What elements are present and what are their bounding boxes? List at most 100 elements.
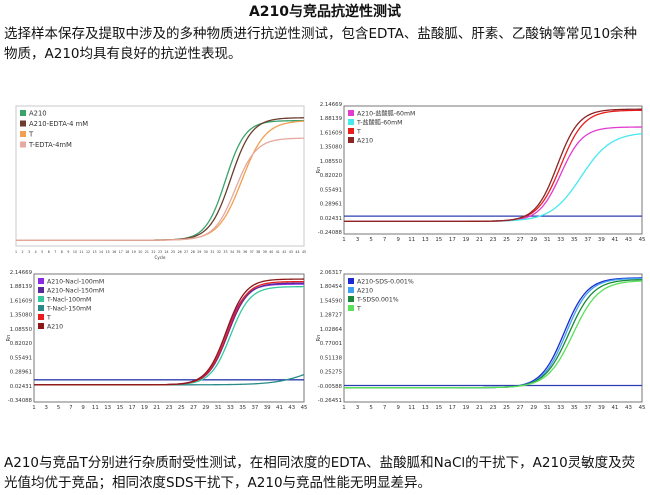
x-tick-label: 39 xyxy=(264,405,271,411)
x-tick-label: 5 xyxy=(57,405,60,411)
x-tick-label: 27 xyxy=(184,250,188,254)
x-tick-label: 38 xyxy=(256,250,260,254)
x-tick-label: 12 xyxy=(86,250,90,254)
x-tick-label: 31 xyxy=(210,250,214,254)
legend-label: A210-盐酸胍-60mM xyxy=(357,110,415,118)
x-tick-label: 17 xyxy=(449,405,456,411)
x-tick-label: 31 xyxy=(215,405,222,411)
legend-label: A210-EDTA-4 mM xyxy=(29,120,88,128)
plot-frame xyxy=(343,273,643,403)
series-line xyxy=(16,137,304,241)
x-tick-label: 23 xyxy=(158,250,162,254)
x-tick-label: 19 xyxy=(462,405,469,411)
x-tick-label: 29 xyxy=(530,405,537,411)
x-tick-label: 9 xyxy=(81,405,85,411)
x-tick-label: 43 xyxy=(288,405,295,411)
legend-label: T xyxy=(356,306,361,313)
x-tick-label: 11 xyxy=(92,405,99,411)
x-tick-label: 41 xyxy=(276,250,280,254)
x-tick-label: 37 xyxy=(250,250,254,254)
series-line xyxy=(344,280,642,389)
x-tick-label: 21 xyxy=(476,237,483,243)
x-tick-label: 15 xyxy=(106,250,110,254)
legend-label: T xyxy=(28,131,34,139)
y-axis-label: Rn xyxy=(316,167,322,174)
legend-label: A210 xyxy=(357,288,373,295)
x-tick-label: 13 xyxy=(104,405,111,411)
x-tick-label: 43 xyxy=(289,250,293,254)
x-tick-label: 14 xyxy=(99,250,103,254)
y-tick-label: 1.08550 xyxy=(320,159,343,165)
x-tick-label: 11 xyxy=(408,405,415,411)
legend-label: A210 xyxy=(357,138,373,145)
legend-swatch xyxy=(38,287,44,293)
x-tick-label: 45 xyxy=(639,405,646,411)
series-line xyxy=(34,278,304,386)
x-tick-label: 21 xyxy=(153,405,160,411)
x-tick-label: 19 xyxy=(132,250,136,254)
y-tick-label: 1.35080 xyxy=(320,145,343,151)
x-tick-label: 1 xyxy=(32,405,35,411)
x-tick-label: 8 xyxy=(61,250,63,254)
y-tick-label: 0.82020 xyxy=(10,341,33,347)
y-tick-label: 1.54590 xyxy=(320,298,343,304)
legend-label: T-Nacl-150mM xyxy=(46,306,91,313)
legend-swatch xyxy=(348,305,354,311)
series-line xyxy=(344,108,642,223)
x-tick-label: 7 xyxy=(69,405,72,411)
x-tick-label: 37 xyxy=(584,405,591,411)
y-tick-label: 1.80454 xyxy=(320,284,343,290)
x-tick-label: 41 xyxy=(276,405,283,411)
y-tick-label: 2.06317 xyxy=(320,270,342,276)
y-axis-label: Rn xyxy=(316,335,322,342)
legend-label: A210 xyxy=(29,110,47,118)
x-tick-label: 17 xyxy=(449,237,456,243)
x-tick-label: 37 xyxy=(251,405,258,411)
plot-frame xyxy=(33,273,305,403)
y-tick-label: 1.28727 xyxy=(320,313,342,319)
y-tick-label: 0.77001 xyxy=(320,341,342,347)
legend-swatch xyxy=(348,137,354,143)
x-tick-label: 9 xyxy=(67,250,69,254)
x-tick-label: 37 xyxy=(584,237,591,243)
legend-swatch xyxy=(38,296,44,302)
x-tick-label: 7 xyxy=(54,250,56,254)
x-tick-label: 36 xyxy=(243,250,247,254)
legend-swatch xyxy=(38,278,44,284)
legend-swatch xyxy=(20,110,26,116)
x-tick-label: 39 xyxy=(263,250,267,254)
x-tick-label: 21 xyxy=(476,405,483,411)
x-tick-label: 3 xyxy=(45,405,48,411)
x-tick-label: 7 xyxy=(383,405,386,411)
y-tick-label: 0.28961 xyxy=(10,370,32,376)
x-tick-label: 20 xyxy=(138,250,142,254)
x-tick-label: 5 xyxy=(369,405,372,411)
y-tick-label: 1.61609 xyxy=(10,298,33,304)
legend-label: T-盐酸胍-60mM xyxy=(356,119,402,127)
legend-label: A210-Nacl-100mM xyxy=(47,279,104,286)
legend-swatch xyxy=(20,131,26,137)
y-tick-label: -0.00588 xyxy=(318,384,343,390)
x-tick-label: 44 xyxy=(295,250,299,254)
chart-sds: -0.26451 -0.00588 0.25275 0.51138 0.77001 1.0… xyxy=(314,268,646,430)
y-tick-label: 0.02431 xyxy=(320,216,342,222)
y-tick-label: 0.51138 xyxy=(320,355,343,361)
legend-swatch xyxy=(348,119,354,125)
x-tick-label: 27 xyxy=(517,237,524,243)
legend-label: A210 xyxy=(47,324,63,331)
legend-swatch xyxy=(20,141,26,148)
x-tick-label: 42 xyxy=(282,250,286,254)
x-tick-label: 40 xyxy=(269,250,273,254)
y-tick-label: 0.55491 xyxy=(320,187,342,193)
legend-swatch xyxy=(38,323,44,329)
x-tick-label: 29 xyxy=(197,250,201,254)
x-tick-label: 31 xyxy=(544,405,551,411)
x-tick-label: 45 xyxy=(301,405,308,411)
summary-text: A210与竞品T分别进行杂质耐受性测试，在相同浓度的EDTA、盐酸胍和NaCl的… xyxy=(4,455,636,491)
plot-frame xyxy=(343,105,643,235)
legend-swatch xyxy=(20,120,26,127)
x-tick-label: 3 xyxy=(28,250,30,254)
x-tick-label: 41 xyxy=(611,405,618,411)
x-tick-label: 43 xyxy=(625,405,632,411)
x-tick-label: 25 xyxy=(171,250,175,254)
